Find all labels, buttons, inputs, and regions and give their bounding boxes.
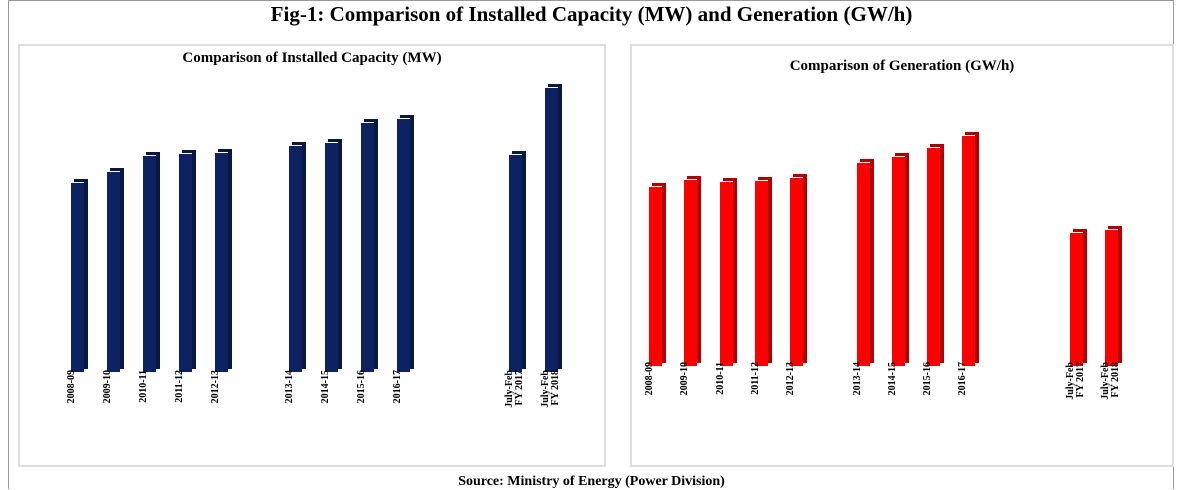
bar [396,118,410,372]
x-tick-label: 2015-16 [922,362,934,396]
x-tick-label: 2009-10 [679,362,691,396]
x-tick-label: 2015-16 [356,370,367,404]
bar [214,152,228,372]
x-tick-label: July-Feb FY 2018 [540,370,561,408]
bar [753,180,768,366]
bar [70,182,84,372]
x-tick-label: 2008-09 [644,362,655,396]
x-tick-label: July-Feb FY 2017 [504,370,525,408]
chart-title: Comparison of Generation (GW/h) [789,58,1015,74]
bar [1104,229,1118,366]
figure-title: Fig-1: Comparison of Installed Capacity … [270,2,913,26]
x-tick-label: 2010-11 [138,370,149,403]
bar [178,153,192,372]
bar [360,122,374,372]
x-tick-label: 2016-17 [392,370,403,404]
bar [683,179,698,366]
x-tick-label: 2008-09 [66,370,77,404]
source: Source: Ministry of Energy (Power Divisi… [458,474,725,489]
x-tick-label: 2011-12 [749,362,761,395]
x-tick-label: 2012-13 [785,362,797,396]
bar [142,155,156,372]
bar [718,181,733,366]
bar [544,87,558,372]
x-tick-label: 2013-14 [851,362,863,396]
x-tick-label: 2014-15 [320,370,331,404]
bar [324,142,338,372]
panel: Comparison of Installed Capacity (MW) [18,44,606,467]
bar [288,145,302,372]
x-tick-label: July-Feb FY 2017 [1064,362,1086,400]
bar [106,171,120,372]
bar [890,156,905,366]
x-tick-label: 2009-10 [102,370,113,404]
bar [508,154,522,372]
x-tick-label: July-Feb FY 2018 [1100,362,1121,400]
bar [789,177,804,366]
x-tick-label: 2013-14 [284,370,295,404]
panel: Comparison of Generation (GW/h) [630,44,1174,467]
x-tick-label: 2012-13 [210,370,221,404]
bar [855,162,870,366]
bar [648,186,662,366]
bar [926,147,941,366]
x-tick-label: 2014-15 [886,362,898,396]
x-tick-label: 2016-17 [957,362,969,396]
x-tick-label: 2011-12 [174,370,185,403]
bar [1068,232,1083,366]
x-tick-label: 2010-11 [714,362,726,395]
bar [961,135,976,366]
chart-title: Comparison of Installed Capacity (MW) [182,50,442,66]
